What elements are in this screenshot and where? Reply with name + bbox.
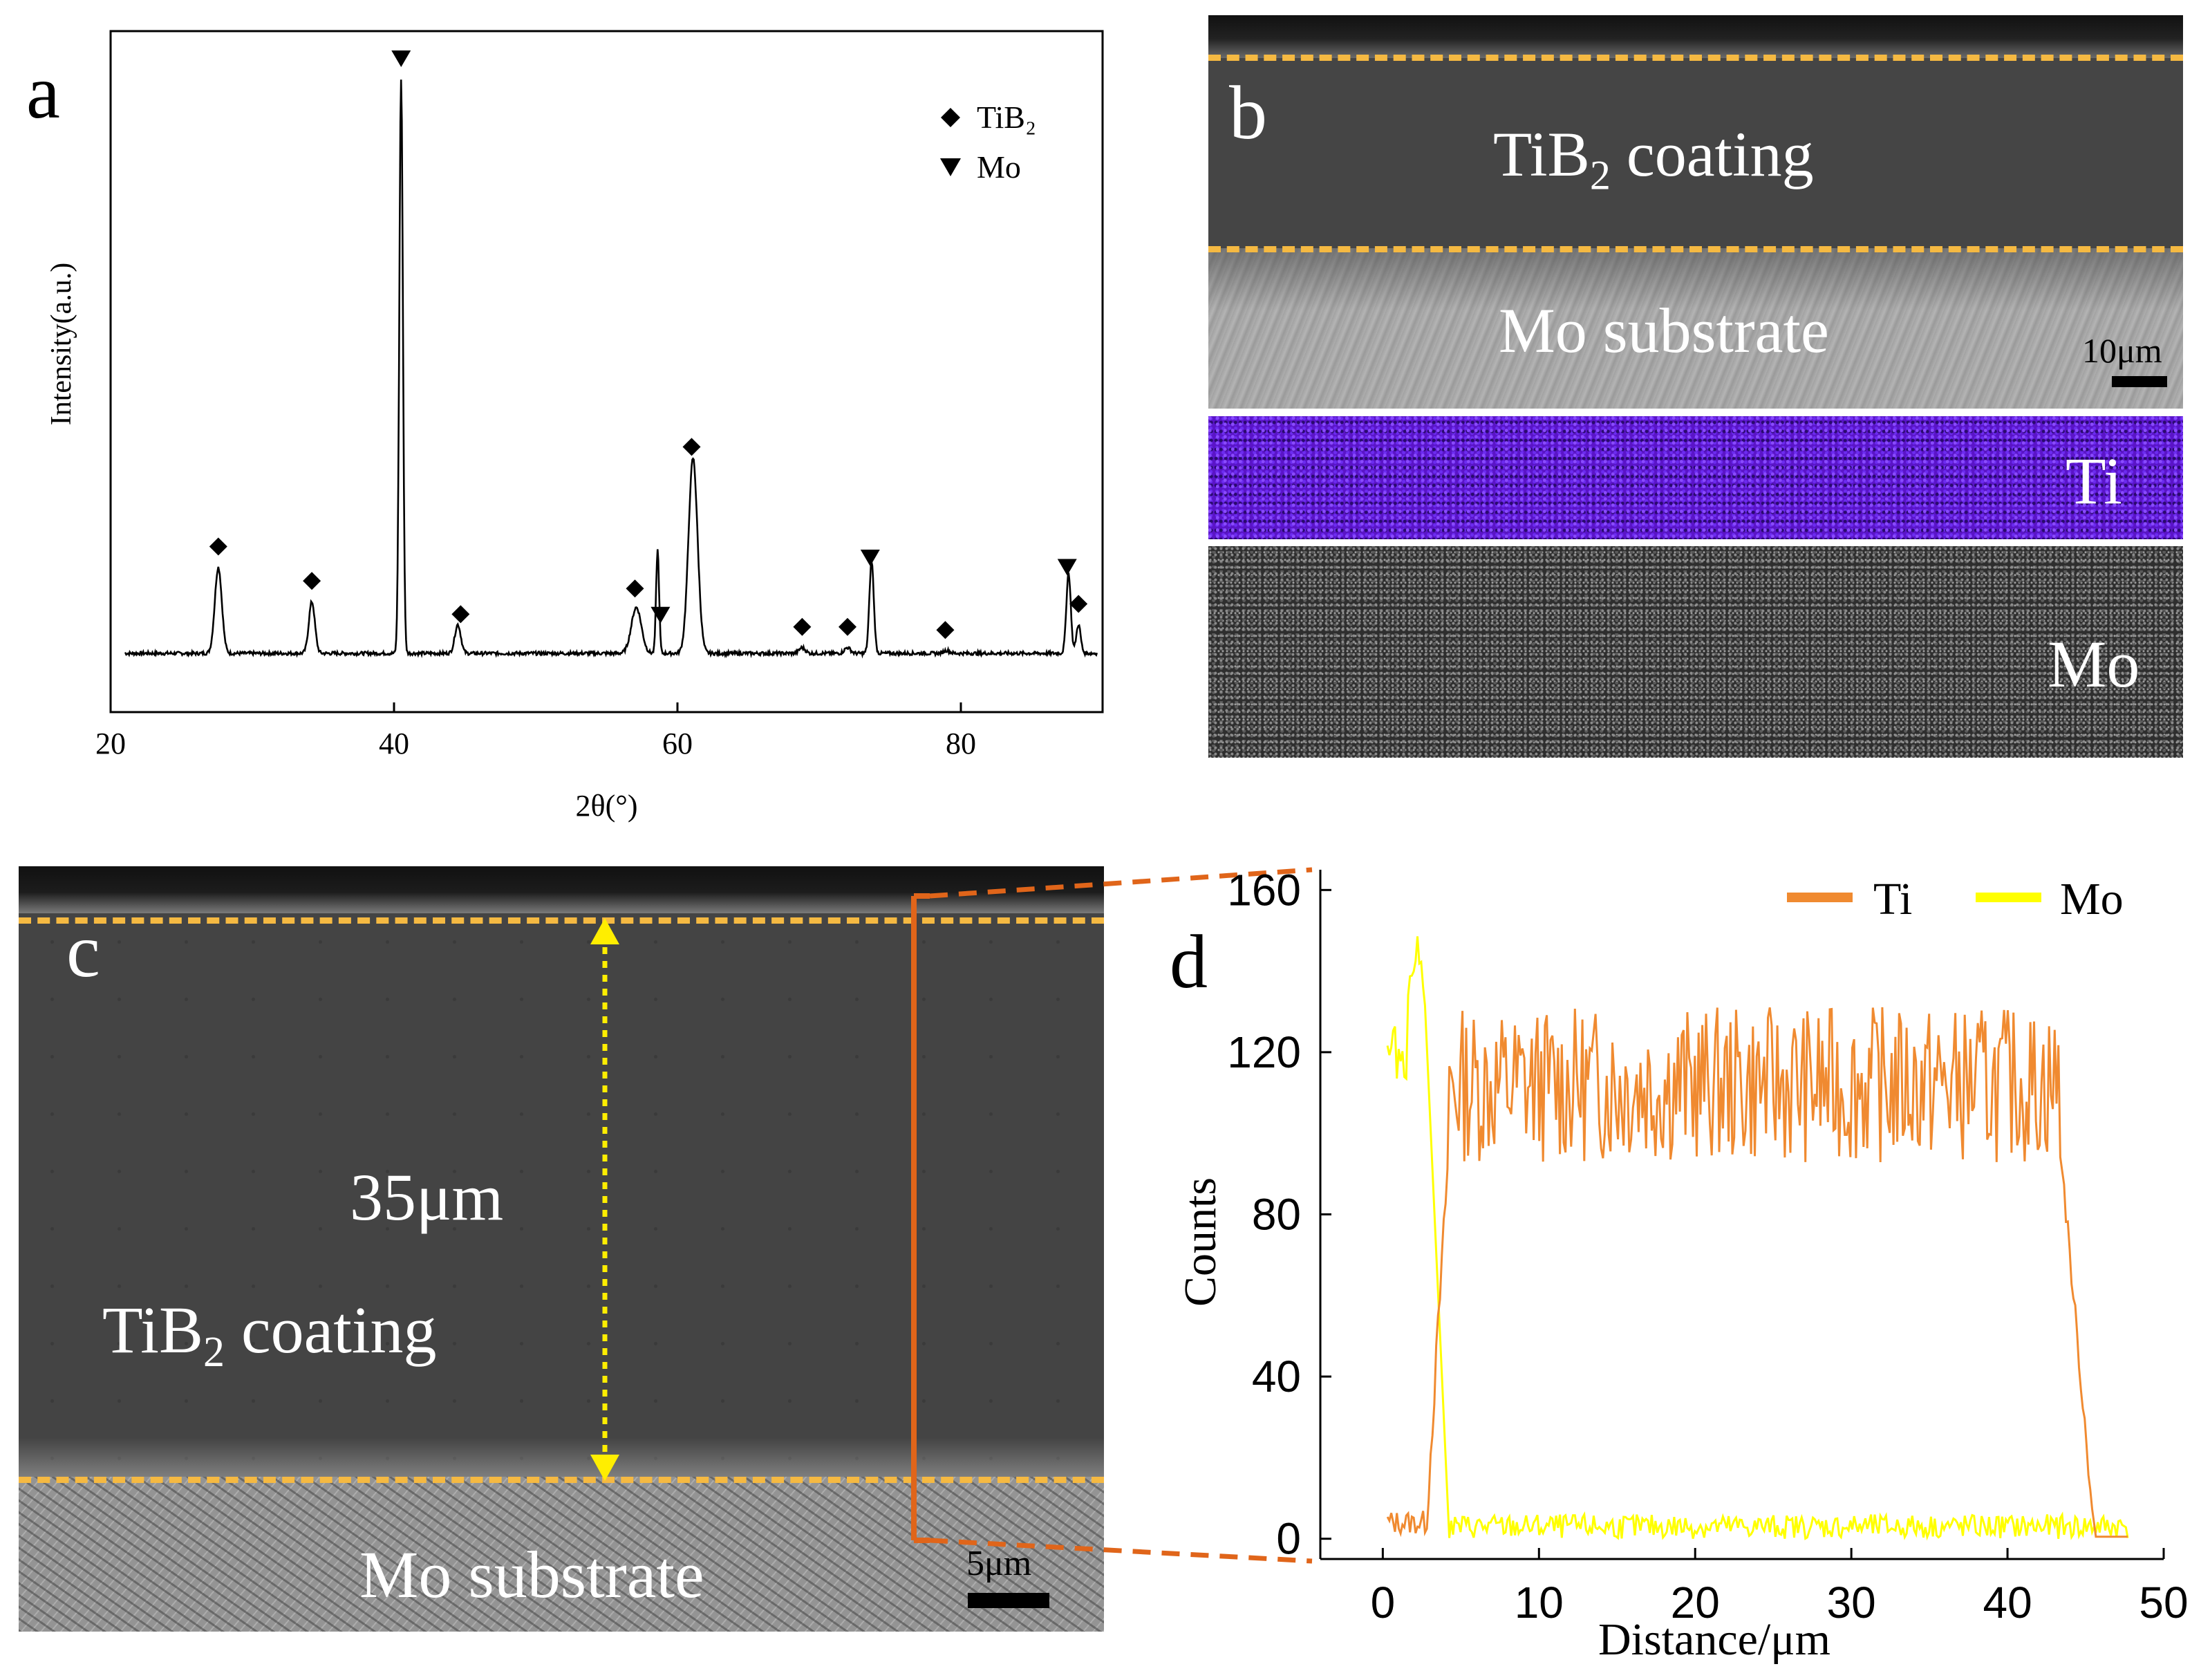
ls-xtick-label-5: 50: [2139, 1578, 2188, 1627]
ls-xtick-label-3: 30: [1827, 1578, 1876, 1627]
scale-bar-b: [2112, 376, 2167, 387]
thickness-arrow: [590, 918, 619, 1481]
legend-label-0: TiB₂: [977, 100, 1036, 135]
substrate-label-b: Mo substrate: [1499, 295, 1829, 366]
interface-dash-top-c: [19, 917, 1104, 924]
legend-marker-triangle: [940, 158, 961, 176]
xrd-marker-diamond-1: [303, 572, 321, 590]
ls-xtick-label-2: 20: [1671, 1578, 1720, 1627]
interface-dash-bottom-c: [19, 1477, 1104, 1483]
sem-c-top-edge: [19, 866, 1104, 913]
panel-letter-d: d: [1170, 920, 1208, 1004]
ls-ytick-label-3: 120: [1227, 1027, 1301, 1077]
scale-bar-c: [968, 1593, 1049, 1608]
interface-dash-top-b: [1208, 55, 2183, 61]
ls-xtick-label-0: 0: [1371, 1578, 1396, 1627]
coating-label-b-rest: coating: [1610, 119, 1814, 189]
coating-label-b-sub: 2: [1589, 152, 1611, 198]
xrd-marker-diamond-7: [793, 617, 812, 636]
coating-label-c-sub: 2: [203, 1329, 225, 1376]
legend-label-1: Mo: [977, 149, 1021, 185]
eds-map-ti: [1208, 416, 2183, 539]
xrd-ylabel: Intensity(a.u.): [46, 263, 77, 426]
xrd-marker-triangle-5: [650, 606, 671, 624]
xrd-marker-diamond-4: [626, 579, 644, 598]
xrd-xtick-label-2: 60: [662, 727, 693, 760]
ls-legend-label-mo: Mo: [2060, 874, 2124, 924]
xrd-marker-diamond-8: [839, 617, 856, 636]
scale-label-b: 10μm: [2082, 331, 2162, 370]
panel-letter-c: c: [66, 908, 100, 993]
map-label-mo: Mo: [2048, 627, 2140, 701]
legend-marker-diamond: [941, 108, 960, 127]
ls-line-mo: [1386, 936, 2129, 1541]
panel-letter-b: b: [1229, 71, 1267, 155]
ls-ytick-label-2: 80: [1252, 1190, 1301, 1240]
ls-ytick-label-1: 40: [1252, 1352, 1301, 1401]
xrd-marker-diamond-12: [1069, 595, 1088, 613]
ls-xtick-label-4: 40: [1983, 1578, 2032, 1627]
panel-letter-a: a: [26, 50, 60, 134]
sem-c-interface-glow: [19, 1438, 1104, 1480]
xrd-xtick-label-3: 80: [946, 727, 976, 760]
substrate-label-c: Mo substrate: [359, 1538, 704, 1612]
xrd-marker-diamond-0: [209, 537, 227, 556]
coating-label-c: TiB2 coating: [102, 1291, 437, 1377]
thickness-label: 35μm: [350, 1160, 504, 1234]
ls-xlabel: Distance/μm: [1598, 1614, 1830, 1665]
ls-legend-label-ti: Ti: [1873, 874, 1912, 924]
xrd-xlabel: 2θ(°): [576, 789, 638, 823]
sem-c-coating: [19, 913, 1104, 1477]
coating-label-b-main: TiB: [1493, 119, 1590, 189]
ls-xtick-label-1: 10: [1515, 1578, 1564, 1627]
xrd-plot-frame: [109, 30, 1104, 713]
sem-b-top-edge: [1208, 15, 2183, 58]
interface-dash-bottom-b: [1208, 246, 2183, 252]
scale-label-c: 5μm: [966, 1544, 1032, 1583]
ls-ytick-label-0: 0: [1276, 1514, 1301, 1564]
ls-line-ti: [1386, 1007, 2128, 1538]
xrd-chart: 20 40 60 80 2θ(°) Intensity(a.u.) TiB₂ Mo: [46, 30, 1104, 823]
xrd-marker-triangle-2: [391, 50, 411, 67]
ls-ylabel: Counts: [1175, 1177, 1226, 1307]
xrd-marker-diamond-10: [936, 621, 955, 640]
sem-b-coating: [1208, 58, 2183, 248]
sem-b-substrate-shade: [1208, 248, 2183, 310]
xrd-marker-triangle-11: [1057, 559, 1077, 576]
coating-label-c-rest: coating: [224, 1293, 437, 1367]
map-label-ti: Ti: [2066, 444, 2122, 518]
coating-label-c-main: TiB: [102, 1293, 203, 1367]
xrd-xtick-label-0: 20: [95, 727, 126, 760]
xrd-marker-diamond-3: [451, 605, 470, 624]
sem-c-substrate: [19, 1477, 1104, 1632]
ls-ytick-label-4: 160: [1227, 865, 1301, 915]
coating-label-b: TiB2 coating: [1493, 118, 1814, 199]
xrd-line: [124, 80, 1098, 659]
xrd-xtick-label-1: 40: [379, 727, 409, 760]
xrd-marker-diamond-6: [682, 438, 701, 456]
xrd-marker-triangle-9: [860, 549, 880, 566]
eds-map-mo: [1208, 546, 2183, 758]
